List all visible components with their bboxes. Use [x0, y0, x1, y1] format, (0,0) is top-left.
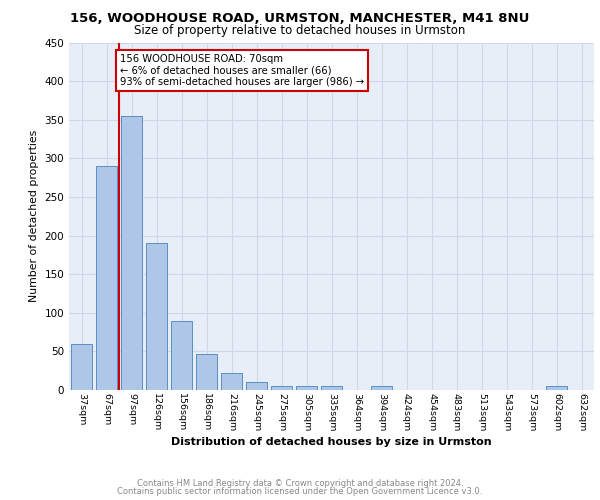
Bar: [221, 373, 242, 390]
Text: 156, WOODHOUSE ROAD, URMSTON, MANCHESTER, M41 8NU: 156, WOODHOUSE ROAD, URMSTON, MANCHESTER…: [70, 12, 530, 26]
Bar: [546, 386, 567, 390]
Bar: [171, 320, 192, 390]
X-axis label: Distribution of detached houses by size in Urmston: Distribution of detached houses by size …: [171, 437, 492, 447]
Bar: [146, 244, 167, 390]
Bar: [321, 386, 342, 390]
Text: Size of property relative to detached houses in Urmston: Size of property relative to detached ho…: [134, 24, 466, 37]
Bar: [121, 116, 142, 390]
Bar: [371, 386, 392, 390]
Bar: [246, 382, 267, 390]
Text: Contains public sector information licensed under the Open Government Licence v3: Contains public sector information licen…: [118, 487, 482, 496]
Text: 156 WOODHOUSE ROAD: 70sqm
← 6% of detached houses are smaller (66)
93% of semi-d: 156 WOODHOUSE ROAD: 70sqm ← 6% of detach…: [120, 54, 364, 88]
Bar: [296, 386, 317, 390]
Y-axis label: Number of detached properties: Number of detached properties: [29, 130, 39, 302]
Text: Contains HM Land Registry data © Crown copyright and database right 2024.: Contains HM Land Registry data © Crown c…: [137, 478, 463, 488]
Bar: [96, 166, 117, 390]
Bar: [196, 354, 217, 390]
Bar: [71, 344, 92, 390]
Bar: [271, 386, 292, 390]
